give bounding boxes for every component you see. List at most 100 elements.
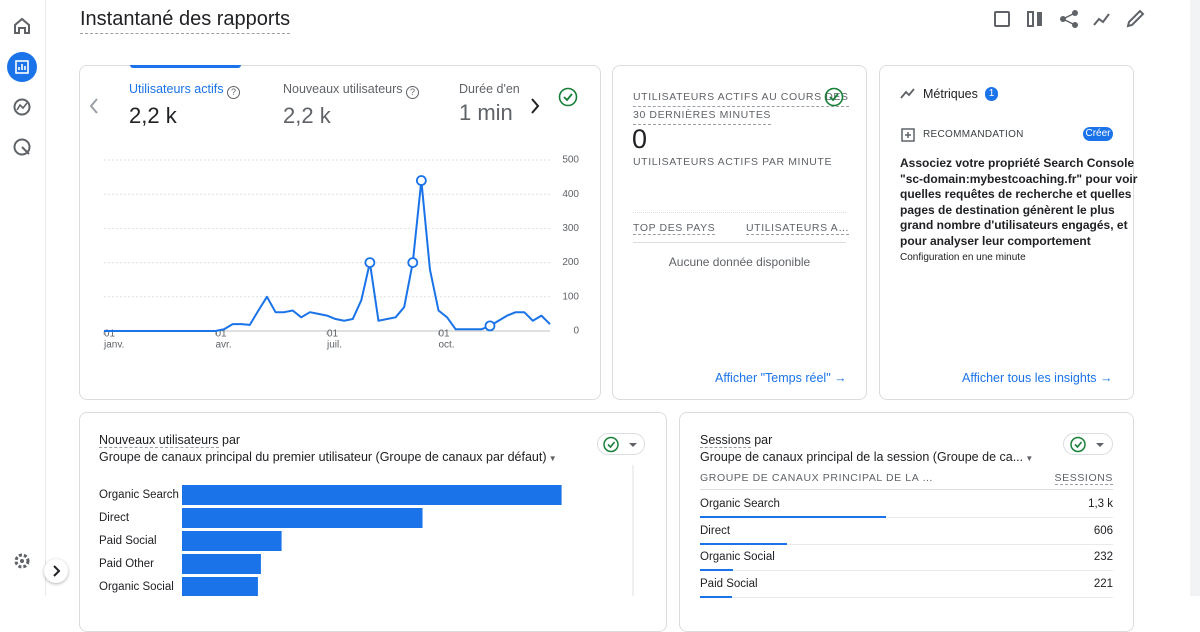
category-label: Organic Search bbox=[99, 489, 179, 501]
progress-bar bbox=[700, 569, 734, 571]
title-metric: Nouveaux utilisateurs bbox=[99, 433, 219, 448]
create-button[interactable]: Créer bbox=[1083, 127, 1113, 141]
recommendation-note: Configuration en une minute bbox=[900, 252, 1026, 263]
text-line: grand nombre d'utilisateurs engagés, et bbox=[900, 218, 1128, 232]
category-label: Paid Other bbox=[99, 558, 154, 570]
tabs: Utilisateurs actifs ? 2,2 k Nouveaux uti… bbox=[129, 82, 520, 132]
row-divider bbox=[700, 543, 1113, 545]
page: Instantané des rapports { "header": {"ti… bbox=[7, 0, 1200, 632]
row-divider bbox=[700, 517, 1113, 518]
y-tick-label: 300 bbox=[562, 223, 579, 234]
overview-card bbox=[79, 65, 601, 400]
prev-arrow[interactable] bbox=[86, 96, 102, 116]
text-line: "sc-domain:mybestcoaching.fr" pour voir bbox=[900, 171, 1138, 186]
next-arrow[interactable] bbox=[527, 96, 543, 116]
edit-icon[interactable] bbox=[1126, 9, 1145, 28]
y-tick-label: 200 bbox=[562, 257, 579, 268]
tab-value: 2,2 k bbox=[283, 103, 331, 128]
x-tick-label: 01 bbox=[104, 329, 116, 340]
explore-icon[interactable] bbox=[13, 98, 31, 116]
progress-bar bbox=[700, 542, 787, 545]
realtime-link[interactable]: Afficher "Temps réel" → bbox=[715, 371, 847, 385]
row-value: 606 bbox=[1093, 524, 1113, 537]
column-header: GROUPE DE CANAUX PRINCIPAL DE LA … bbox=[700, 472, 934, 484]
dimension-select[interactable]: Groupe de canaux principal du premier ut… bbox=[99, 450, 557, 464]
bar bbox=[182, 577, 258, 596]
column-header[interactable]: SESSIONS bbox=[1054, 472, 1113, 485]
dimension: Groupe de canaux principal du premier ut… bbox=[99, 450, 547, 464]
anomaly-marker bbox=[484, 320, 496, 332]
home-icon[interactable] bbox=[14, 17, 30, 34]
link-text: Afficher "Temps réel" bbox=[715, 371, 831, 385]
page-title: Instantané des rapports bbox=[80, 8, 291, 34]
progress-bar bbox=[700, 516, 886, 518]
tab[interactable]: Nouveaux utilisateurs ? 2,2 k bbox=[283, 82, 419, 129]
realtime-value: 0 bbox=[632, 124, 648, 154]
x-tick-label: janv. bbox=[103, 340, 124, 351]
tab[interactable]: Durée d'engagement 1 min bbox=[459, 82, 520, 126]
text-line: pour analyser leur comportement bbox=[900, 233, 1091, 248]
text-line: pages de destination génèrent le plus bbox=[900, 202, 1115, 217]
anomaly-marker bbox=[407, 257, 419, 269]
row-label: Paid Social bbox=[700, 577, 758, 590]
empty-state: Aucune donnée disponible bbox=[668, 255, 811, 269]
dimension-select[interactable]: Groupe de canaux principal de la session… bbox=[700, 450, 1034, 464]
realtime-card bbox=[612, 65, 867, 400]
tab-value: 1 min bbox=[459, 100, 513, 125]
y-tick-label: 100 bbox=[562, 291, 579, 302]
compare-icon[interactable] bbox=[1027, 11, 1034, 27]
row-label: Organic Search bbox=[700, 498, 780, 510]
sparkline-baseline bbox=[633, 212, 846, 213]
x-tick-label: 01 bbox=[216, 329, 228, 340]
anomaly-marker bbox=[364, 257, 376, 269]
insights-link[interactable]: Afficher tous les insights → bbox=[962, 371, 1113, 385]
tab-label: Durée d'engagement bbox=[459, 82, 520, 96]
column-header: UTILISATEURS A… bbox=[746, 222, 850, 235]
title-suffix: par bbox=[222, 433, 241, 447]
row-divider bbox=[700, 596, 1113, 598]
settings-icon[interactable] bbox=[14, 553, 30, 569]
bar bbox=[182, 485, 562, 505]
tab-label: Utilisateurs actifs bbox=[129, 82, 224, 96]
advertising-icon[interactable] bbox=[13, 138, 31, 156]
row-value: 221 bbox=[1093, 577, 1113, 590]
column-header: TOP DES PAYS bbox=[633, 222, 716, 235]
divider bbox=[633, 242, 846, 243]
row-label: Direct bbox=[700, 524, 731, 537]
notes-icon[interactable] bbox=[994, 11, 1010, 27]
expand-button[interactable] bbox=[44, 559, 68, 583]
line bbox=[104, 179, 551, 332]
badge: 1 bbox=[985, 87, 998, 101]
bar-title: Nouveaux utilisateurs par bbox=[99, 433, 241, 448]
status-check[interactable] bbox=[824, 87, 844, 107]
scrollbar[interactable] bbox=[1190, 0, 1200, 596]
insights-icon[interactable] bbox=[1093, 13, 1110, 26]
link-text: Afficher tous les insights bbox=[962, 371, 1097, 385]
tab[interactable]: Utilisateurs actifs ? 2,2 k bbox=[129, 82, 240, 129]
x-tick-label: 01 bbox=[439, 329, 451, 340]
title-line: 30 DERNIÈRES MINUTES bbox=[633, 107, 772, 125]
status-check[interactable] bbox=[558, 87, 578, 107]
table-title: Sessions par bbox=[700, 433, 772, 448]
anomaly-marker bbox=[415, 175, 427, 186]
x-tick-label: 01 bbox=[327, 329, 339, 340]
x-tick-label: oct. bbox=[439, 340, 455, 351]
compare-pill[interactable] bbox=[597, 433, 645, 455]
sidebar-icons bbox=[7, 17, 37, 569]
active-tab-indicator bbox=[130, 65, 241, 68]
bar bbox=[182, 508, 423, 528]
y-tick-label: 0 bbox=[573, 326, 579, 337]
recommendation-text: Associez votre propriété Search Console "… bbox=[900, 156, 1137, 249]
divider bbox=[700, 489, 1113, 490]
insights-card bbox=[879, 65, 1134, 400]
realtime-title: UTILISATEURS ACTIFS AU COURS DES 30 DERN… bbox=[633, 89, 849, 125]
compare-pill[interactable] bbox=[1063, 433, 1113, 455]
tab-value: 2,2 k bbox=[129, 103, 177, 128]
insights-title: Métriques bbox=[923, 87, 978, 101]
x-tick-label: juil. bbox=[326, 340, 342, 351]
share-icon[interactable] bbox=[1060, 10, 1078, 28]
y-tick-label: 400 bbox=[562, 189, 579, 200]
realtime-subtitle: UTILISATEURS ACTIFS PAR MINUTE bbox=[633, 156, 833, 168]
toolbar bbox=[994, 9, 1145, 28]
row-divider bbox=[700, 570, 1113, 571]
